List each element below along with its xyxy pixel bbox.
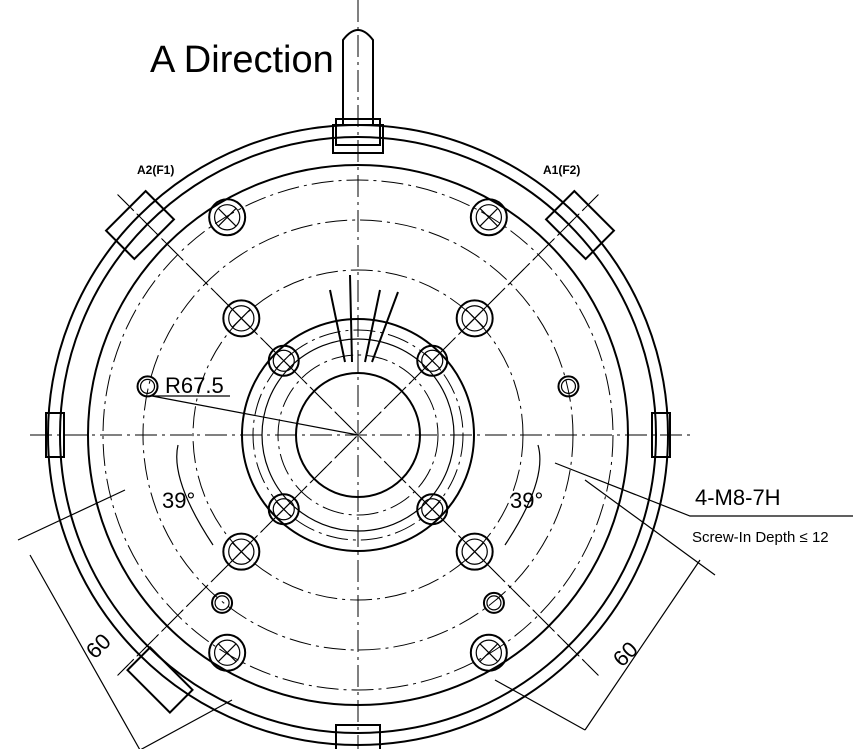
leader <box>150 396 358 435</box>
angle-label: 39° <box>510 488 543 513</box>
hole-cross <box>480 644 498 662</box>
spacing-label: 60 <box>608 637 643 672</box>
drawing: A Direction A2(F1) A1(F2) R67.5 39° 39° … <box>0 0 853 749</box>
hole-cross <box>218 208 236 226</box>
geometry <box>18 0 853 749</box>
terminal-label: A2(F1) <box>137 163 174 177</box>
hole-cross <box>218 644 236 662</box>
hole-cross <box>466 543 484 561</box>
thread-spec: 4-M8-7H <box>695 485 781 510</box>
hole-cross <box>276 353 291 368</box>
terminal <box>127 647 192 712</box>
thread-note: Screw-In Depth ≤ 12 <box>692 529 829 546</box>
hole <box>487 596 501 610</box>
hole-cross <box>466 309 484 327</box>
hole-cross <box>480 208 498 226</box>
hole-cross <box>276 502 291 517</box>
hole-cross <box>425 353 440 368</box>
radius-label: R67.5 <box>165 373 224 398</box>
hole <box>215 596 229 610</box>
terminal <box>546 191 614 259</box>
hole-cross <box>232 309 250 327</box>
spacing-label: 60 <box>81 629 116 664</box>
angle-label: 39° <box>162 488 195 513</box>
view-title: A Direction <box>150 39 334 81</box>
hole-cross <box>425 502 440 517</box>
terminal-label: A1(F2) <box>543 163 580 177</box>
hole-cross <box>232 543 250 561</box>
